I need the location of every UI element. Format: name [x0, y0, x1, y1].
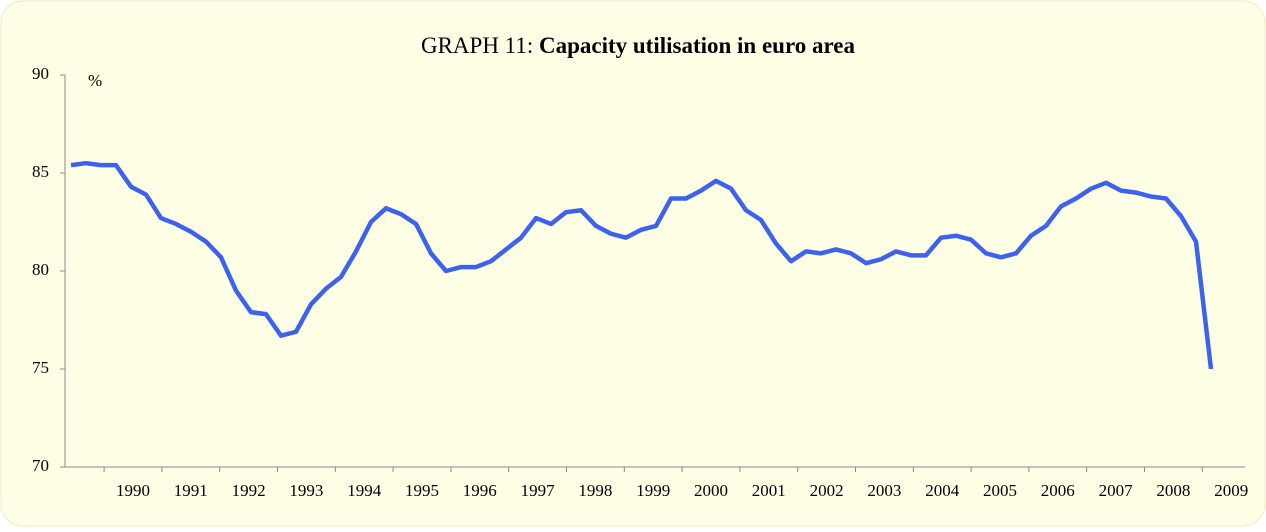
x-tick-label: 2007 [1099, 481, 1134, 500]
x-tick-label: 1990 [116, 481, 150, 500]
title-prefix: GRAPH 11: [421, 33, 533, 58]
x-tick-label: 2000 [694, 481, 728, 500]
x-tick-label: 1994 [347, 481, 382, 500]
x-tick-label: 1999 [636, 481, 670, 500]
x-tick-label: 2004 [925, 481, 960, 500]
x-tick-label: 2009 [1214, 481, 1248, 500]
y-tick-label: 90 [32, 64, 49, 83]
x-tick-label: 2003 [867, 481, 901, 500]
y-unit: % [88, 71, 102, 90]
title: GRAPH 11: Capacity utilisation in euro a… [421, 33, 856, 58]
x-tick-label: 2002 [810, 481, 844, 500]
x-tick-label: 1998 [578, 481, 612, 500]
x-tick-label: 1992 [232, 481, 266, 500]
x-tick-label: 1996 [463, 481, 497, 500]
line [70, 160, 1214, 370]
x-tick-label: 1997 [521, 481, 556, 500]
x-tick-label: 2006 [1041, 481, 1075, 500]
y-tick-label: 80 [32, 260, 49, 279]
x-tick-label: 1991 [174, 481, 208, 500]
x-tick-label: 2008 [1156, 481, 1190, 500]
y-tick-label: 75 [32, 358, 49, 377]
x-tick-label: 2005 [983, 481, 1017, 500]
x-tick-label: 1995 [405, 481, 439, 500]
y-tick-label: 85 [32, 162, 49, 181]
y-tick-label: 70 [32, 456, 49, 475]
title-main: Capacity utilisation in euro area [539, 33, 856, 58]
x-tick-label: 2001 [752, 481, 786, 500]
x-tick-label: 1993 [289, 481, 323, 500]
